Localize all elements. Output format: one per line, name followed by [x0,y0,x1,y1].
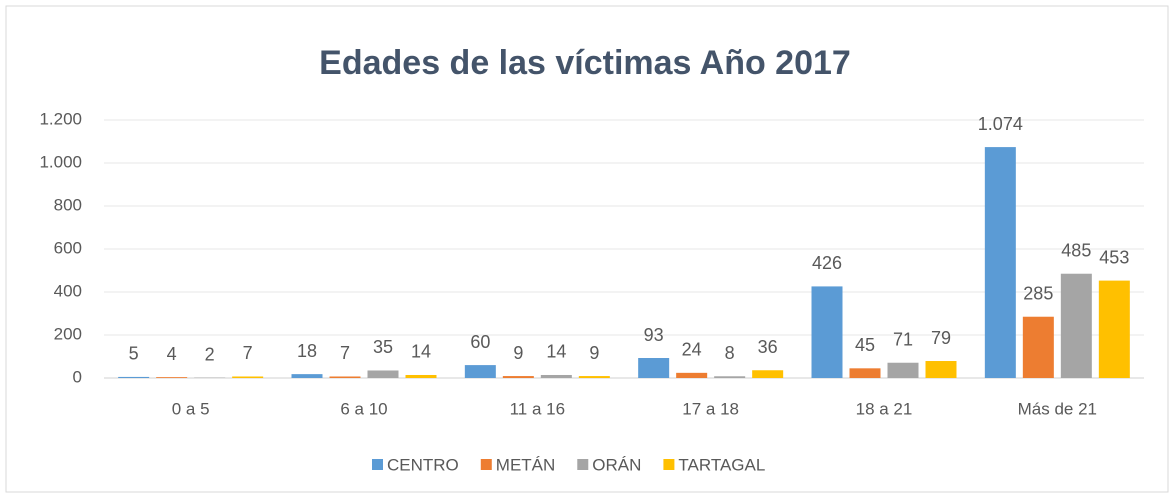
bar [926,361,957,378]
bar [232,376,263,378]
legend-swatch [663,459,674,470]
legend-label: ORÁN [592,455,641,474]
legend-label: CENTRO [387,455,459,474]
data-label: 5 [129,344,139,364]
data-label: 18 [297,341,317,361]
bar [156,377,187,378]
data-label: 285 [1023,283,1053,303]
bar [812,286,843,378]
bar [465,365,496,378]
data-label: 93 [644,325,664,345]
bar [985,147,1016,378]
bar [368,370,399,378]
x-tick-label: 0 a 5 [172,399,210,418]
bar [406,375,437,378]
legend-swatch [481,459,492,470]
y-tick-label: 600 [54,238,82,257]
y-tick-label: 200 [54,324,82,343]
x-tick-label: 11 a 16 [510,399,565,418]
data-label: 4 [167,344,177,364]
bar [118,377,149,378]
y-tick-label: 800 [54,195,82,214]
data-label: 79 [931,328,951,348]
bar [1099,281,1130,378]
bar [1061,274,1092,378]
x-tick-label: 18 a 21 [856,399,913,418]
data-label: 485 [1061,240,1091,260]
data-label: 9 [589,343,599,363]
bar [850,368,881,378]
legend-label: METÁN [496,455,556,474]
data-label: 7 [340,343,350,363]
x-tick-label: Más de 21 [1018,399,1097,418]
data-label: 426 [812,253,842,273]
data-label: 60 [470,332,490,352]
y-tick-label: 400 [54,281,82,300]
data-label: 14 [546,342,566,362]
data-label: 45 [855,335,875,355]
bar [752,370,783,378]
chart-title: Edades de las víctimas Año 2017 [319,44,851,82]
legend-swatch [577,459,588,470]
bar [638,358,669,378]
x-tick-label: 6 a 10 [340,399,387,418]
bar [292,374,323,378]
data-label: 2 [205,344,215,364]
legend-swatch [372,459,383,470]
data-label: 24 [682,340,702,360]
bar [714,376,745,378]
y-tick-label: 0 [73,367,82,386]
data-label: 7 [243,343,253,363]
bar [888,363,919,378]
bar [579,376,610,378]
x-tick-label: 17 a 18 [682,399,739,418]
data-label: 9 [513,343,523,363]
data-label: 36 [758,337,778,357]
y-tick-label: 1.200 [39,109,82,128]
data-label: 453 [1099,247,1129,267]
data-label: 1.074 [978,114,1023,134]
bar [503,376,534,378]
bar [541,375,572,378]
y-tick-label: 1.000 [39,152,82,171]
data-label: 14 [411,342,431,362]
bar [676,373,707,378]
bar [1023,317,1054,378]
data-label: 8 [725,343,735,363]
bar [330,376,361,378]
data-label: 35 [373,337,393,357]
legend-label: TARTAGAL [678,455,765,474]
data-label: 71 [893,329,913,349]
